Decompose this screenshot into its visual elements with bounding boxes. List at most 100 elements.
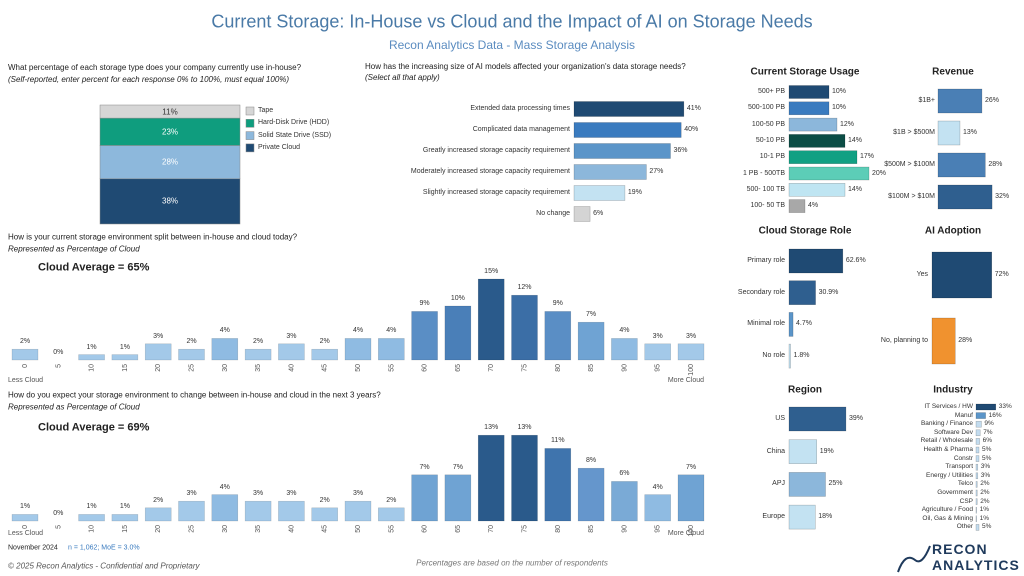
question: What percentage of each storage type doe…	[8, 63, 302, 72]
bar	[975, 506, 977, 514]
value-label: 13%	[517, 424, 532, 432]
bar	[788, 199, 806, 213]
bar	[611, 481, 638, 522]
bar-label: Telco	[957, 480, 973, 488]
bar	[788, 117, 838, 132]
bar	[573, 101, 685, 117]
value-label: 4%	[352, 327, 364, 335]
page-title: Current Storage: In-House vs Cloud and t…	[211, 11, 813, 32]
bar-label: No, planning to	[880, 336, 928, 344]
bar-label: Retail / Wholesale	[920, 437, 973, 445]
bar	[975, 524, 980, 531]
bar	[311, 507, 338, 522]
value-label: 2%	[186, 338, 197, 346]
x-tick-label: 95	[655, 364, 662, 372]
bar	[788, 504, 816, 530]
value-label: 36%	[673, 146, 688, 154]
bar	[788, 406, 847, 432]
value-label: 1%	[119, 503, 130, 511]
legend-label: Tape	[258, 106, 274, 114]
x-tick-label: 10	[89, 364, 96, 372]
question-note: Represented as Percentage of Cloud	[8, 244, 140, 254]
x-tick-label: 80	[555, 364, 562, 372]
value-label: 1%	[86, 343, 97, 351]
x-tick-label: 35	[255, 525, 262, 533]
bar	[344, 500, 372, 522]
bar-label: Primary role	[747, 256, 785, 264]
bar-label: Greatly increased storage capacity requi…	[422, 146, 570, 154]
value-label: 28%	[958, 336, 973, 344]
bar	[975, 498, 978, 505]
bar	[788, 183, 846, 197]
bar-label: China	[766, 447, 785, 455]
bar-label: Constr	[953, 454, 973, 462]
value-label: 19%	[627, 188, 642, 196]
bar-segment	[99, 104, 241, 119]
bar	[278, 343, 305, 361]
value-label: 13%	[962, 128, 977, 136]
bar	[788, 101, 830, 116]
legend-swatch	[245, 119, 255, 128]
axis-label: Less Cloud	[8, 376, 44, 384]
value-label: 2%	[153, 496, 164, 504]
bar	[788, 150, 858, 164]
bar	[788, 312, 794, 337]
footnote: Percentages are based on the number of r…	[416, 558, 608, 568]
bar	[937, 120, 961, 146]
legend-swatch	[245, 143, 255, 153]
bar	[111, 514, 139, 522]
value-label: 9%	[419, 300, 430, 308]
bar	[975, 472, 979, 480]
bar-label: Energy / Utilities	[926, 471, 973, 479]
value-label: 9%	[552, 300, 563, 308]
question-note: (Self-reported, enter percent for each r…	[8, 75, 290, 84]
bar	[11, 348, 39, 361]
panel-title: Industry	[933, 384, 973, 396]
bar-label: Oil, Gas & Mining	[922, 514, 973, 522]
x-tick-label: 95	[655, 525, 662, 533]
x-tick-label: 45	[322, 525, 329, 533]
value-label: 3%	[186, 490, 197, 498]
x-tick-label: 30	[222, 525, 229, 533]
x-tick-label: 5	[55, 525, 62, 529]
x-tick-label: 75	[522, 364, 529, 372]
bar	[577, 321, 605, 361]
value-label: 2%	[253, 338, 264, 346]
value-label: 10%	[832, 87, 847, 95]
bar	[788, 472, 826, 497]
value-label: 4%	[219, 483, 230, 491]
value-label: 12%	[517, 284, 532, 292]
value-label: 2%	[319, 496, 330, 504]
logo-mark	[897, 545, 931, 573]
bar	[511, 294, 538, 361]
logo-line: RECON	[932, 541, 988, 557]
bar	[444, 305, 472, 361]
legend-label: Private Cloud	[258, 143, 301, 151]
x-tick-label: 100	[688, 525, 695, 537]
value-label: 23%	[161, 127, 179, 137]
bar	[477, 434, 505, 522]
axis-label: Less Cloud	[8, 529, 44, 537]
value-label: 3%	[153, 332, 164, 340]
bar	[788, 166, 870, 181]
bar	[378, 507, 405, 522]
value-label: 33%	[998, 402, 1012, 410]
bar	[111, 354, 139, 361]
value-label: 4%	[652, 483, 663, 491]
x-tick-label: 30	[222, 364, 229, 372]
value-label: 6%	[982, 437, 992, 445]
bar	[677, 343, 705, 361]
bar	[544, 448, 572, 522]
value-label: 1%	[979, 505, 989, 513]
panel-title: Revenue	[932, 66, 974, 78]
bar	[544, 311, 572, 361]
value-label: 14%	[848, 185, 863, 193]
value-label: 3%	[352, 490, 364, 498]
value-label: 28%	[161, 157, 179, 167]
value-label: 7%	[419, 463, 430, 471]
value-label: 1%	[19, 503, 31, 511]
value-label: 1%	[979, 514, 989, 522]
value-label: 5%	[982, 445, 992, 453]
